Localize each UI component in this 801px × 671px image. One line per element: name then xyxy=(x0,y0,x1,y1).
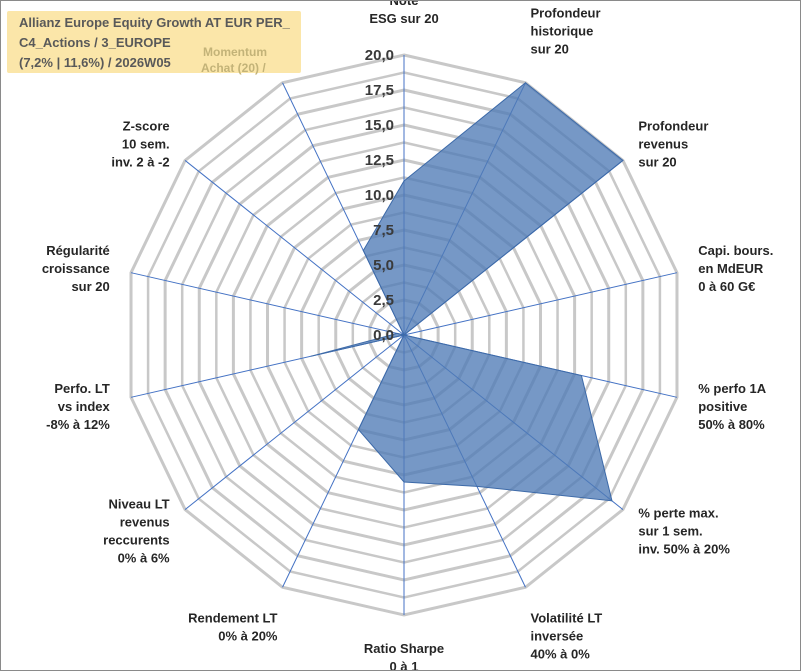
tick-label: 15,0 xyxy=(365,117,394,134)
series-area xyxy=(311,82,624,502)
series-point xyxy=(524,82,526,84)
axis-label: % perfo 1A positive 50% à 80% xyxy=(698,381,767,432)
axis-label: Rendement LT 0% à 20% xyxy=(188,610,278,643)
tick-label: 12,5 xyxy=(365,152,394,169)
radar-tick-labels: 0,0 2,5 5,0 7,5 10,0 12,5 15,0 17,5 20,0 xyxy=(365,47,394,344)
chart-subtitle-line-1: Momentum xyxy=(203,45,267,59)
axis-label: NoteESG sur 20 xyxy=(369,1,438,26)
axis-label: % perte max. sur 1 sem. inv. 50% à 20% xyxy=(638,505,730,556)
series-point xyxy=(396,332,398,334)
series-point xyxy=(622,159,624,161)
tick-label: 7,5 xyxy=(373,222,394,239)
tick-label: 0,0 xyxy=(373,327,394,344)
tick-label: 10,0 xyxy=(365,187,394,204)
axis-label: Ratio Sharpe 0 à 1 xyxy=(364,641,444,671)
radar-series xyxy=(310,82,624,502)
chart-subtitle-line-2: Achat (20) / xyxy=(201,61,266,75)
series-point xyxy=(403,334,405,336)
series-point xyxy=(310,355,312,357)
tick-label: 5,0 xyxy=(373,257,394,274)
axis-label: Profondeur revenus sur 20 xyxy=(638,119,708,170)
axis-spoke xyxy=(130,272,405,336)
series-point xyxy=(403,481,405,483)
series-point xyxy=(357,429,359,431)
tick-label: 20,0 xyxy=(365,47,394,64)
tick-label: 17,5 xyxy=(365,82,394,99)
axis-spoke xyxy=(403,272,678,336)
tick-label: 2,5 xyxy=(373,292,394,309)
axis-label: Capi. bours. en MdEUR 0 à 60 G€ xyxy=(698,243,773,294)
axis-label: Niveau LT revenus reccurents 0% à 6% xyxy=(103,496,170,565)
series-point xyxy=(403,180,405,182)
axis-label: Perfo. LT vs index -8% à 12% xyxy=(46,381,110,432)
axis-spoke xyxy=(184,334,405,510)
chart-title-line-2: C4_Actions / 3_EUROPE xyxy=(19,35,171,50)
axis-label: Volatilité LT inversée 40% à 0% xyxy=(531,610,603,661)
series-point xyxy=(476,485,478,487)
axis-spoke xyxy=(184,160,405,336)
axis-label: Régularité croissance sur 20 xyxy=(42,243,110,294)
chart-title-box: Allianz Europe Equity Growth AT EUR PER_… xyxy=(7,11,301,75)
chart-title-line-3: (7,2% | 11,6%) / 2026W05 xyxy=(19,55,171,70)
axis-label: Z-score 10 sem. inv. 2 à -2 xyxy=(111,119,169,170)
series-point xyxy=(580,374,582,376)
series-point xyxy=(611,500,613,502)
axis-label: Profondeur historique sur 20 xyxy=(531,6,601,57)
series-point xyxy=(362,249,364,251)
chart-title-line-1: Allianz Europe Equity Growth AT EUR PER_ xyxy=(19,15,290,30)
